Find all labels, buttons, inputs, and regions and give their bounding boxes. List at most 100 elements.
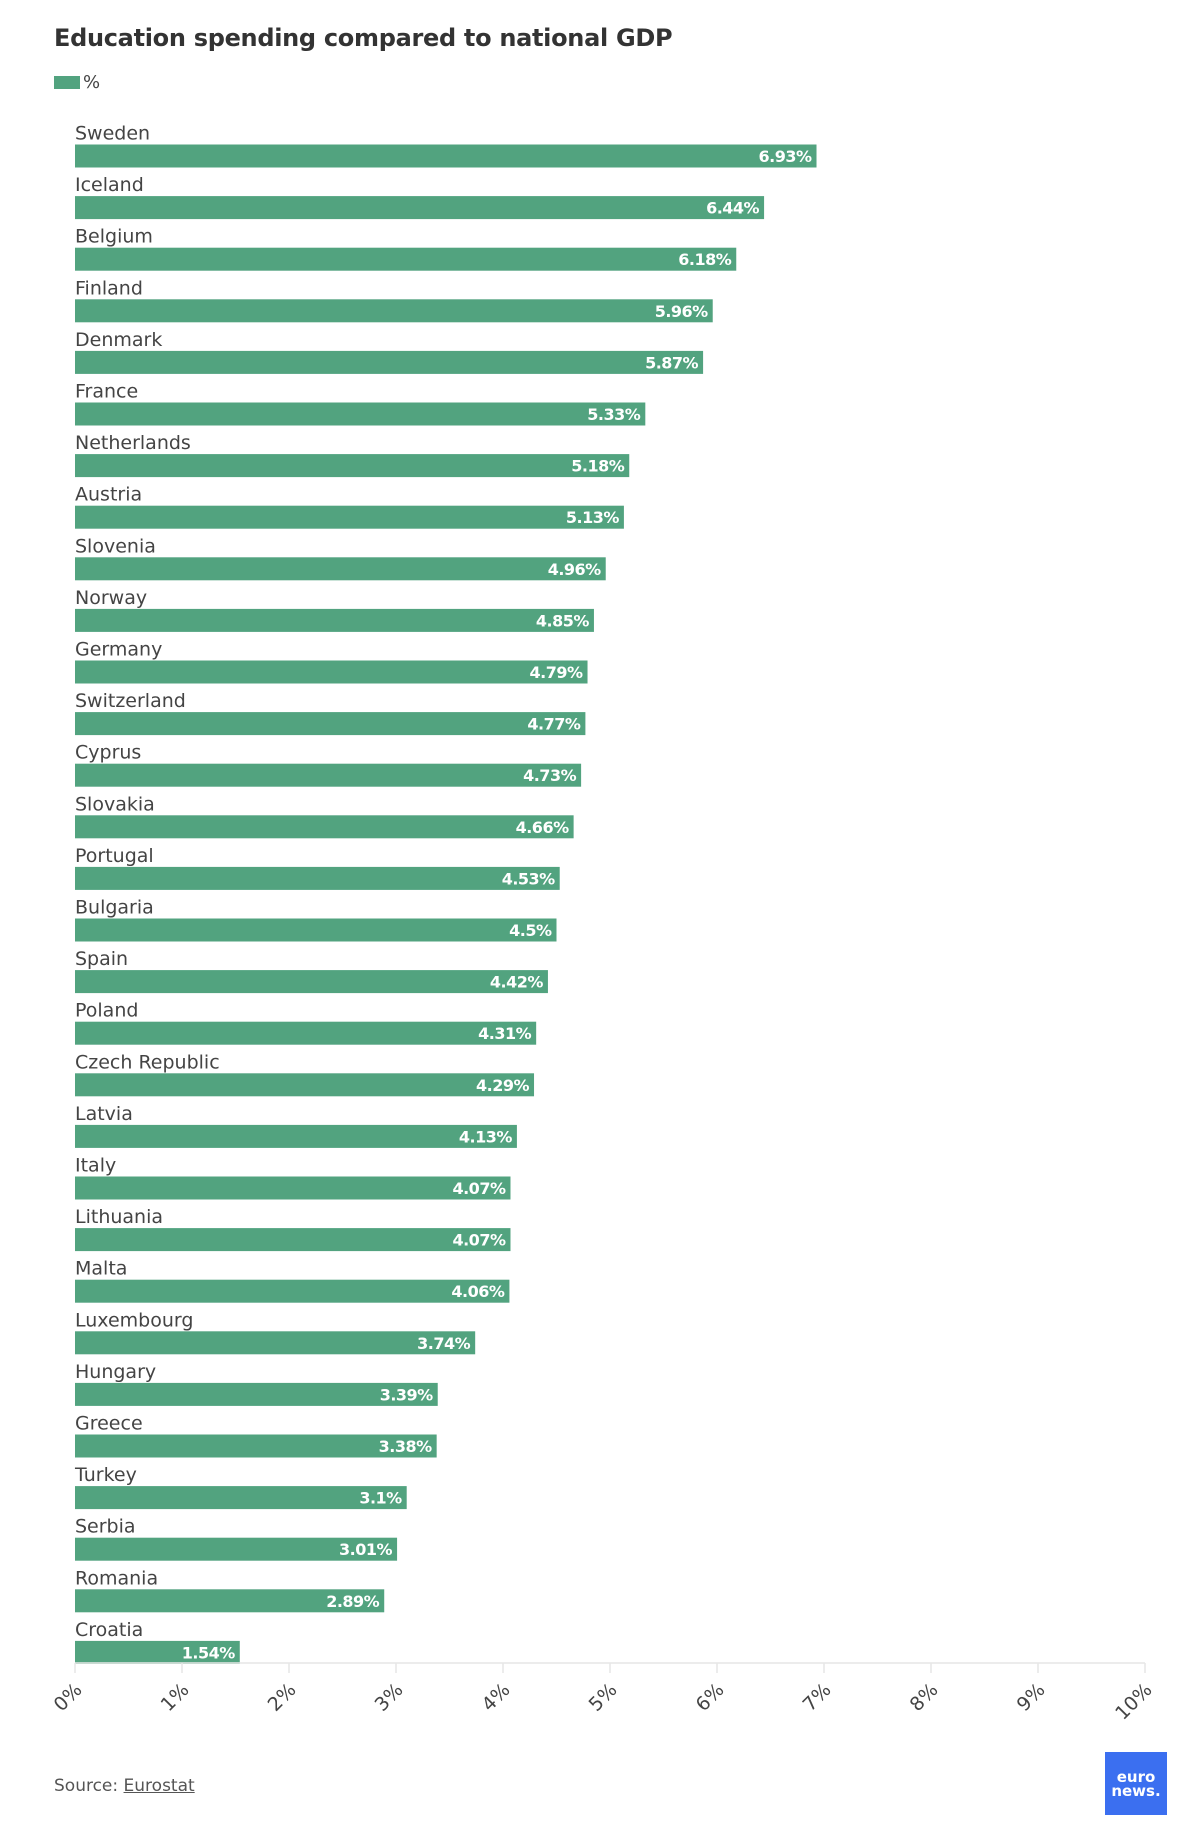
data-label: 3.38%: [379, 1437, 432, 1456]
bar: [75, 970, 548, 994]
bar: [75, 454, 630, 478]
category-label: Serbia: [75, 1516, 136, 1538]
category-label: Portugal: [75, 845, 154, 867]
category-label: Netherlands: [75, 432, 191, 454]
data-label: 4.31%: [478, 1024, 531, 1043]
bar: [75, 1331, 476, 1355]
bar: [75, 1537, 398, 1561]
category-label: Sweden: [75, 123, 150, 145]
bar: [75, 196, 765, 220]
legend-swatch: [54, 76, 80, 89]
data-label: 4.29%: [476, 1076, 529, 1095]
category-label: Iceland: [75, 174, 144, 196]
data-label: 6.93%: [758, 147, 811, 166]
category-label: Finland: [75, 277, 143, 299]
category-label: Croatia: [75, 1619, 143, 1641]
data-label: 4.06%: [451, 1282, 504, 1301]
data-label: 4.79%: [530, 663, 583, 682]
bar: [75, 815, 574, 839]
category-label: Hungary: [75, 1361, 156, 1383]
bar: [75, 1124, 517, 1148]
data-label: 4.73%: [523, 766, 576, 785]
bar: [75, 866, 560, 890]
bar: [75, 247, 737, 271]
category-label: Switzerland: [75, 690, 186, 712]
category-label: Spain: [75, 948, 128, 970]
data-label: 6.44%: [706, 199, 759, 218]
x-tick-label: 4%: [478, 1679, 515, 1716]
legend-label: %: [83, 72, 101, 93]
x-tick-label: 10%: [1111, 1679, 1156, 1724]
category-label: Italy: [75, 1155, 116, 1177]
category-label: Cyprus: [75, 742, 141, 764]
x-tick-label: 9%: [1013, 1679, 1050, 1716]
category-label: France: [75, 381, 138, 403]
bar: [75, 557, 606, 581]
data-label: 5.87%: [645, 353, 698, 372]
bar: [75, 402, 646, 426]
source-link[interactable]: Eurostat: [123, 1776, 195, 1796]
category-label: Czech Republic: [75, 1051, 220, 1073]
bar: [75, 1176, 511, 1200]
data-label: 6.18%: [678, 250, 731, 269]
source-prefix: Source:: [54, 1776, 119, 1796]
logo-line1: euro: [1116, 1767, 1156, 1786]
category-label: Bulgaria: [75, 897, 154, 919]
x-tick-label: 5%: [585, 1679, 622, 1716]
x-tick-label: 8%: [906, 1679, 943, 1716]
bar: [75, 1640, 240, 1664]
data-label: 4.85%: [536, 611, 589, 630]
data-label: 5.18%: [571, 457, 624, 476]
data-label: 5.33%: [587, 405, 640, 424]
data-label: 3.1%: [359, 1489, 402, 1508]
bar: [75, 660, 588, 684]
euronews-logo[interactable]: euro news.: [1105, 1752, 1167, 1815]
category-label: Norway: [75, 587, 147, 609]
legend: %: [54, 72, 100, 93]
data-label: 1.54%: [182, 1643, 235, 1662]
logo-line2: news.: [1111, 1781, 1161, 1800]
bar: [75, 918, 557, 942]
bar: [75, 1382, 438, 1406]
data-label: 5.96%: [655, 302, 708, 321]
data-label: 4.96%: [548, 560, 601, 579]
bar: [75, 505, 624, 529]
x-tick-label: 2%: [264, 1679, 301, 1716]
category-label: Denmark: [75, 329, 162, 351]
bar: [75, 144, 817, 168]
data-label: 4.77%: [527, 715, 580, 734]
x-tick-label: 6%: [692, 1679, 729, 1716]
category-label: Malta: [75, 1258, 127, 1280]
bar: [75, 299, 713, 323]
category-label: Greece: [75, 1413, 143, 1435]
category-label: Germany: [75, 639, 162, 661]
chart-title: Education spending compared to national …: [54, 24, 673, 52]
x-tick-label: 1%: [157, 1679, 194, 1716]
x-tick-label: 0%: [50, 1679, 87, 1716]
bar: [75, 1021, 537, 1045]
category-label: Romania: [75, 1567, 158, 1589]
bar: [75, 1589, 385, 1613]
data-label: 4.07%: [452, 1231, 505, 1250]
bar: [75, 1486, 407, 1510]
data-label: 4.53%: [502, 869, 555, 888]
x-tick-label: 3%: [371, 1679, 408, 1716]
data-label: 5.13%: [566, 508, 619, 527]
category-label: Belgium: [75, 226, 153, 248]
data-label: 4.13%: [459, 1127, 512, 1146]
bar: [75, 350, 704, 374]
category-label: Poland: [75, 1000, 138, 1022]
category-label: Latvia: [75, 1103, 133, 1125]
category-label: Austria: [75, 484, 142, 506]
category-label: Lithuania: [75, 1206, 163, 1228]
category-label: Slovakia: [75, 793, 155, 815]
data-label: 4.42%: [490, 973, 543, 992]
bar: [75, 763, 582, 787]
bar: [75, 1228, 511, 1252]
data-label: 3.39%: [380, 1385, 433, 1404]
category-label: Turkey: [74, 1464, 137, 1486]
data-label: 2.89%: [326, 1592, 379, 1611]
category-label: Slovenia: [75, 535, 156, 557]
category-label: Luxembourg: [75, 1309, 193, 1331]
